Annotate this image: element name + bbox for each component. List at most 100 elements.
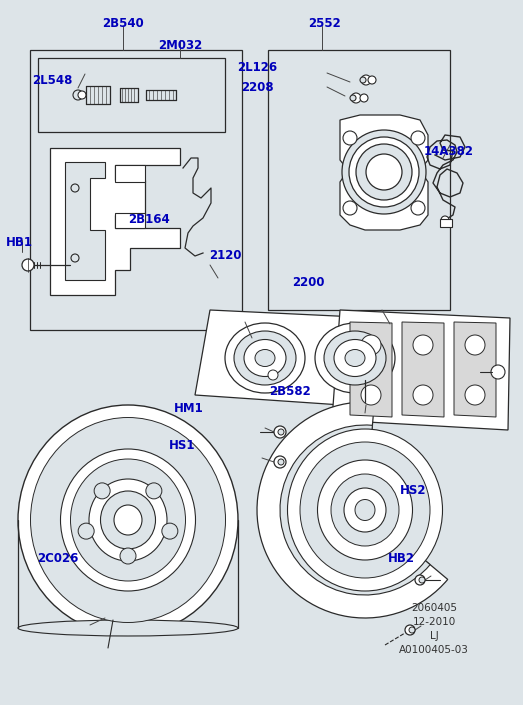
Ellipse shape (244, 340, 286, 376)
Circle shape (356, 144, 412, 200)
Ellipse shape (255, 350, 275, 367)
Text: HB2: HB2 (388, 552, 415, 565)
Ellipse shape (345, 350, 365, 367)
Circle shape (343, 201, 357, 215)
Circle shape (415, 575, 425, 585)
Ellipse shape (225, 323, 305, 393)
Text: HS2: HS2 (400, 484, 426, 497)
Text: 2120: 2120 (209, 249, 241, 262)
Circle shape (413, 385, 433, 405)
Circle shape (361, 75, 371, 85)
Circle shape (361, 385, 381, 405)
Ellipse shape (61, 449, 196, 591)
Ellipse shape (100, 491, 155, 549)
Circle shape (71, 254, 79, 262)
Ellipse shape (71, 459, 186, 581)
Wedge shape (280, 425, 430, 595)
Ellipse shape (315, 323, 395, 393)
Polygon shape (65, 162, 105, 280)
Circle shape (73, 90, 83, 100)
Text: HS1: HS1 (169, 439, 195, 452)
Text: 2L548: 2L548 (32, 74, 73, 87)
Circle shape (342, 130, 426, 214)
Polygon shape (402, 322, 444, 417)
Circle shape (343, 131, 357, 145)
Circle shape (94, 483, 110, 499)
Circle shape (162, 523, 178, 539)
Ellipse shape (344, 488, 386, 532)
Text: 2L126: 2L126 (237, 61, 277, 74)
Circle shape (268, 370, 278, 380)
Text: 12-2010: 12-2010 (413, 617, 456, 627)
Text: 14A382: 14A382 (424, 145, 474, 158)
Circle shape (78, 91, 86, 99)
Ellipse shape (234, 331, 296, 385)
Circle shape (78, 523, 94, 539)
Circle shape (491, 365, 505, 379)
Text: HB1: HB1 (6, 236, 33, 249)
Circle shape (360, 77, 366, 83)
Text: 2B540: 2B540 (102, 18, 144, 30)
Circle shape (409, 627, 415, 633)
Ellipse shape (18, 405, 238, 635)
Circle shape (419, 577, 425, 583)
Text: 2B164: 2B164 (128, 214, 170, 226)
Polygon shape (195, 310, 420, 410)
Text: 2208: 2208 (241, 81, 274, 94)
Circle shape (71, 184, 79, 192)
Circle shape (120, 548, 136, 564)
Circle shape (350, 95, 356, 101)
Text: LJ: LJ (430, 631, 438, 641)
Text: 2C026: 2C026 (37, 552, 78, 565)
Ellipse shape (300, 442, 430, 578)
Ellipse shape (89, 479, 167, 561)
Ellipse shape (355, 500, 375, 520)
Polygon shape (454, 322, 496, 417)
Bar (30, 50, 242, 330)
Circle shape (278, 459, 284, 465)
Text: 2060405: 2060405 (411, 603, 457, 613)
Circle shape (361, 335, 381, 355)
Circle shape (274, 456, 286, 468)
Bar (38, 58, 225, 132)
Circle shape (441, 216, 449, 224)
Polygon shape (340, 115, 428, 230)
Ellipse shape (324, 331, 386, 385)
Wedge shape (257, 402, 448, 618)
Ellipse shape (288, 429, 442, 591)
Text: HM1: HM1 (174, 403, 203, 415)
Circle shape (278, 429, 284, 435)
Ellipse shape (18, 620, 238, 636)
Polygon shape (115, 165, 145, 182)
Circle shape (366, 154, 402, 190)
Circle shape (411, 201, 425, 215)
Ellipse shape (30, 417, 225, 623)
Circle shape (465, 335, 485, 355)
Circle shape (274, 426, 286, 438)
Text: 2552: 2552 (308, 18, 340, 30)
Ellipse shape (317, 460, 413, 560)
Polygon shape (350, 322, 392, 417)
Polygon shape (50, 148, 180, 295)
Ellipse shape (334, 340, 376, 376)
Text: A0100405-03: A0100405-03 (399, 645, 469, 655)
Text: 2M032: 2M032 (158, 39, 202, 52)
Circle shape (405, 625, 415, 635)
Circle shape (146, 483, 162, 499)
Ellipse shape (114, 505, 142, 535)
Circle shape (413, 335, 433, 355)
Polygon shape (115, 213, 145, 228)
Circle shape (465, 385, 485, 405)
Circle shape (351, 93, 361, 103)
Circle shape (368, 76, 376, 84)
Circle shape (360, 94, 368, 102)
Circle shape (411, 131, 425, 145)
Bar (268, 50, 450, 310)
Ellipse shape (331, 474, 399, 546)
Circle shape (349, 137, 419, 207)
Text: 2200: 2200 (292, 276, 325, 288)
Text: 2B582: 2B582 (269, 386, 311, 398)
Circle shape (22, 259, 34, 271)
Polygon shape (332, 310, 510, 430)
Bar (440, 219, 452, 227)
